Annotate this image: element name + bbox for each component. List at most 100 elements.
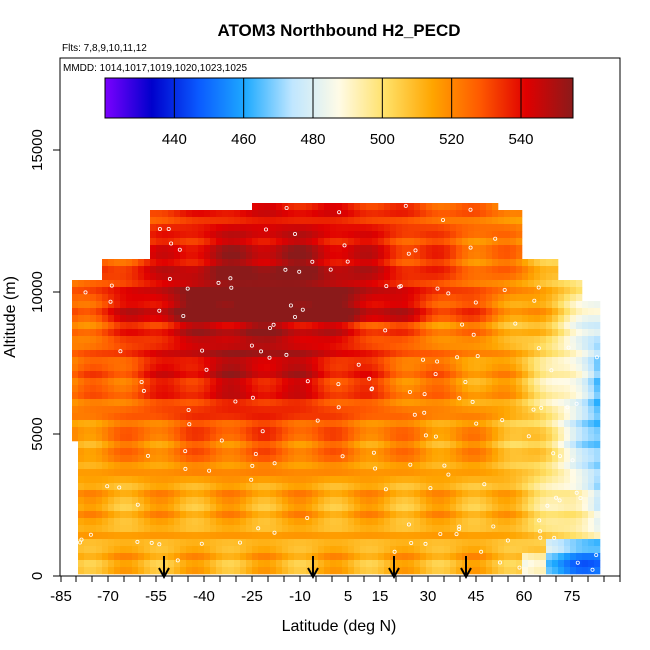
heatmap-cell bbox=[180, 343, 187, 351]
heatmap-cell bbox=[114, 287, 121, 295]
heatmap-cell bbox=[384, 329, 391, 337]
heatmap-cell bbox=[228, 434, 235, 442]
heatmap-cell bbox=[288, 399, 295, 407]
sample-point bbox=[433, 372, 438, 377]
heatmap-cell bbox=[78, 287, 85, 295]
heatmap-cell bbox=[486, 378, 493, 386]
heatmap-cell bbox=[276, 427, 283, 435]
heatmap-cell bbox=[378, 224, 385, 232]
sample-point bbox=[538, 529, 543, 534]
heatmap-cell bbox=[498, 238, 505, 246]
heatmap-cell bbox=[486, 294, 493, 302]
heatmap-cell bbox=[288, 301, 295, 309]
heatmap-cell bbox=[570, 315, 577, 323]
sample-point bbox=[505, 538, 510, 543]
heatmap-cell bbox=[294, 238, 301, 246]
heatmap-cell bbox=[336, 259, 343, 267]
heatmap-cell bbox=[498, 399, 505, 407]
heatmap-cell bbox=[138, 399, 145, 407]
heatmap-cell bbox=[366, 252, 373, 260]
heatmap-cell bbox=[156, 364, 163, 372]
heatmap-cell bbox=[480, 231, 487, 239]
heatmap-cell bbox=[156, 287, 163, 295]
heatmap-cell bbox=[276, 392, 283, 400]
heatmap-cell bbox=[138, 504, 145, 512]
heatmap-cell bbox=[522, 504, 529, 512]
heatmap-cell bbox=[258, 413, 265, 421]
heatmap-cell bbox=[84, 560, 91, 568]
heatmap-cell bbox=[120, 420, 127, 428]
heatmap-cell bbox=[306, 294, 313, 302]
heatmap-cell bbox=[312, 399, 319, 407]
heatmap-cell bbox=[510, 427, 517, 435]
heatmap-cell bbox=[594, 462, 601, 470]
heatmap-cell bbox=[180, 273, 187, 281]
heatmap-cell bbox=[564, 553, 571, 561]
heatmap-cell bbox=[486, 343, 493, 351]
heatmap-cell bbox=[294, 532, 301, 540]
heatmap-cell bbox=[444, 203, 451, 211]
heatmap-cell bbox=[498, 280, 505, 288]
heatmap-cell bbox=[90, 399, 97, 407]
heatmap-cell bbox=[282, 280, 289, 288]
heatmap-cell bbox=[348, 364, 355, 372]
heatmap-cell bbox=[354, 301, 361, 309]
heatmap-cell bbox=[360, 343, 367, 351]
heatmap-cell bbox=[576, 350, 583, 358]
heatmap-cell bbox=[480, 315, 487, 323]
heatmap-cell bbox=[222, 343, 229, 351]
heatmap-cell bbox=[132, 315, 139, 323]
heatmap-cell bbox=[96, 483, 103, 491]
heatmap-cell bbox=[222, 504, 229, 512]
heatmap-cell bbox=[132, 364, 139, 372]
heatmap-cell bbox=[120, 455, 127, 463]
heatmap-cell bbox=[318, 504, 325, 512]
heatmap-cell bbox=[426, 357, 433, 365]
heatmap-cell bbox=[522, 490, 529, 498]
heatmap-cell bbox=[396, 469, 403, 477]
heatmap-cell bbox=[408, 378, 415, 386]
heatmap-cell bbox=[534, 490, 541, 498]
heatmap-cell bbox=[342, 322, 349, 330]
heatmap-cell bbox=[156, 532, 163, 540]
heatmap-cell bbox=[216, 336, 223, 344]
heatmap-cell bbox=[150, 546, 157, 554]
heatmap-cell bbox=[528, 350, 535, 358]
heatmap-cell bbox=[468, 539, 475, 547]
heatmap-cell bbox=[270, 350, 277, 358]
heatmap-cell bbox=[366, 567, 373, 575]
heatmap-cell bbox=[366, 518, 373, 526]
heatmap-cell bbox=[402, 224, 409, 232]
heatmap-cell bbox=[582, 427, 589, 435]
heatmap-cell bbox=[396, 497, 403, 505]
heatmap-cell bbox=[546, 378, 553, 386]
heatmap-cell bbox=[438, 476, 445, 484]
heatmap-cell bbox=[348, 203, 355, 211]
heatmap-cell bbox=[252, 364, 259, 372]
heatmap-cell bbox=[492, 532, 499, 540]
heatmap-cell bbox=[168, 476, 175, 484]
heatmap-cell bbox=[396, 525, 403, 533]
heatmap-cell bbox=[126, 336, 133, 344]
heatmap-cell bbox=[480, 455, 487, 463]
heatmap-cell bbox=[540, 301, 547, 309]
heatmap-cell bbox=[144, 273, 151, 281]
heatmap-cell bbox=[210, 525, 217, 533]
heatmap-cell bbox=[546, 497, 553, 505]
heatmap-cell bbox=[366, 308, 373, 316]
heatmap-cell bbox=[342, 378, 349, 386]
heatmap-cell bbox=[144, 518, 151, 526]
heatmap-cell bbox=[210, 497, 217, 505]
heatmap-cell bbox=[156, 371, 163, 379]
heatmap-cell bbox=[588, 455, 595, 463]
heatmap-cell bbox=[228, 553, 235, 561]
heatmap-cell bbox=[426, 511, 433, 519]
heatmap-cell bbox=[390, 294, 397, 302]
heatmap-cell bbox=[438, 224, 445, 232]
heatmap-cell bbox=[210, 462, 217, 470]
heatmap-cell bbox=[546, 371, 553, 379]
heatmap-cell bbox=[438, 455, 445, 463]
heatmap-cell bbox=[156, 322, 163, 330]
heatmap-cell bbox=[144, 301, 151, 309]
heatmap-cell bbox=[174, 378, 181, 386]
